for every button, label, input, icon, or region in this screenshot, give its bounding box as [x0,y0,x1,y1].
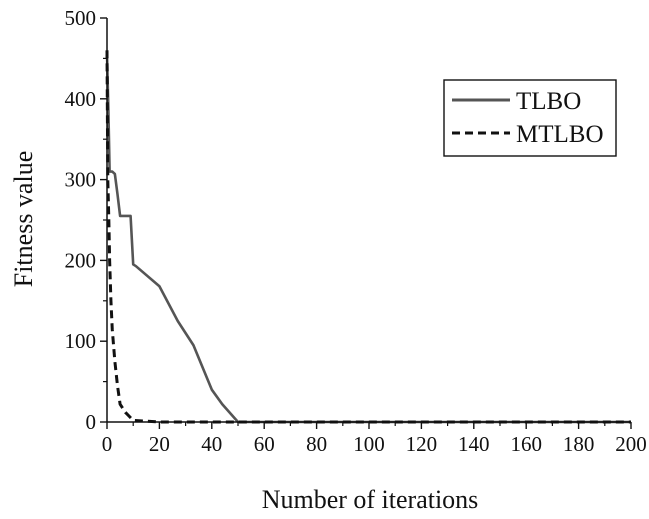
x-tick-label: 100 [353,432,385,456]
x-tick-label: 0 [102,432,113,456]
legend-label-tlbo: TLBO [516,88,581,115]
x-tick-label: 200 [615,432,647,456]
ticks-layer: 0 20 40 60 80 100 120 140 160 180 200 0 100 200 300 400… [65,6,647,456]
x-axis-title: Number of iterations [262,485,479,514]
x-tick-label: 60 [254,432,275,456]
y-tick-label: 500 [65,6,97,30]
x-tick-label: 180 [563,432,595,456]
legend-label-mtlbo: MTLBO [516,121,604,148]
x-tick-label: 140 [458,432,490,456]
x-tick-label: 160 [510,432,542,456]
y-tick-label: 300 [65,168,97,192]
y-axis-title: Fitness value [9,151,38,288]
x-tick-label: 40 [201,432,222,456]
y-tick-label: 100 [65,329,97,353]
y-tick-label: 400 [65,87,97,111]
x-tick-label: 80 [306,432,327,456]
y-tick-label: 0 [86,410,97,434]
y-tick-label: 200 [65,248,97,272]
x-tick-label: 120 [406,432,438,456]
legend: TLBO MTLBO [443,79,617,157]
legend-box [443,79,617,157]
x-tick-label: 20 [149,432,170,456]
